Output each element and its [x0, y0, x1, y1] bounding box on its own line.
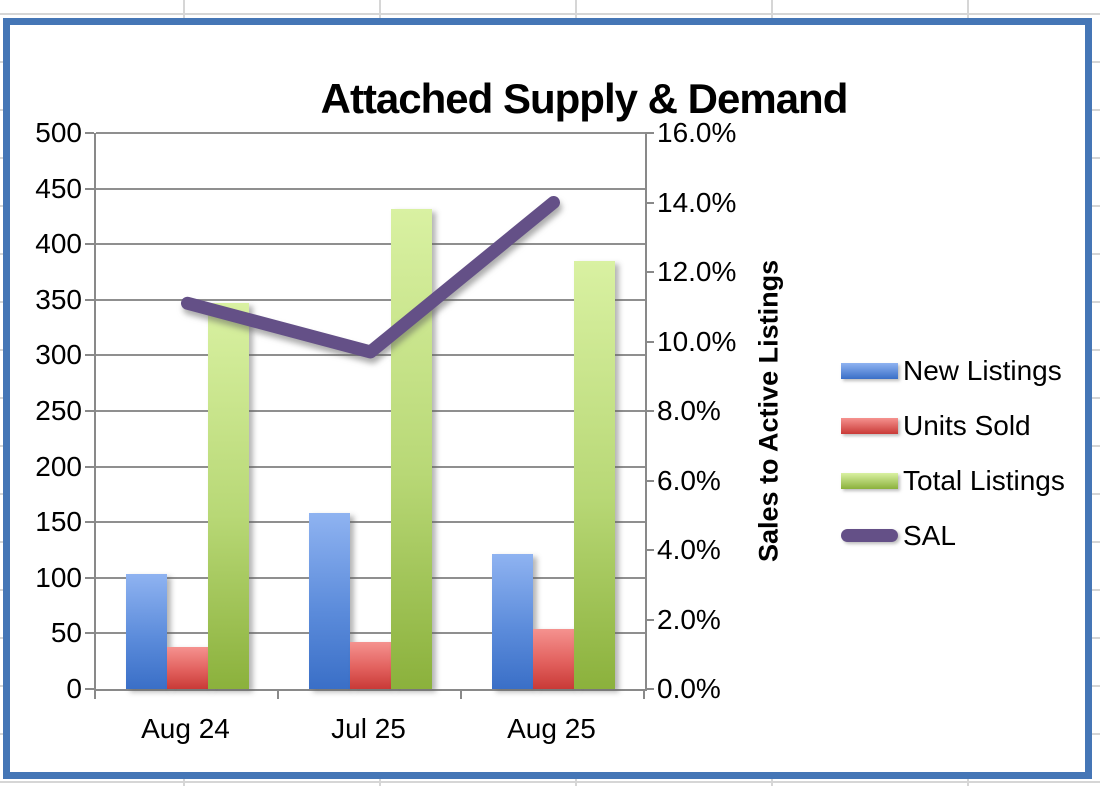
bar-new-listings-aug-25[interactable] — [492, 554, 533, 689]
gridline — [96, 632, 645, 635]
legend[interactable]: New Listings Units Sold Total Listings SAL — [841, 343, 1091, 563]
gridline — [96, 132, 645, 134]
chart-area: Attached Supply & Demand 500 450 400 350 300… — [10, 25, 1085, 772]
sal-line[interactable] — [181, 196, 560, 359]
gridline — [96, 298, 645, 301]
gridline — [96, 187, 645, 190]
y2-axis-tick-label: 0.0% — [657, 673, 721, 704]
y2-axis-tick-label: 12.0% — [657, 256, 737, 287]
bar-units-sold-jul-25[interactable] — [350, 642, 391, 689]
y-axis-tick-label: 0 — [66, 673, 82, 704]
legend-entry-units-sold[interactable]: Units Sold — [841, 398, 1091, 453]
axis-tick — [645, 479, 654, 482]
legend-label: Units Sold — [903, 409, 1031, 441]
legend-entry-sal[interactable]: SAL — [841, 508, 1091, 563]
legend-swatch-sal-icon — [841, 529, 898, 542]
bar-total-listings-aug-24[interactable] — [208, 303, 249, 689]
axis-tick — [85, 465, 94, 468]
axis-tick — [460, 689, 462, 699]
y2-axis-tick-label: 8.0% — [657, 395, 721, 426]
y-axis-tick-label: 350 — [35, 283, 82, 315]
bar-new-listings-aug-24[interactable] — [126, 574, 167, 689]
plot-area[interactable] — [94, 132, 647, 691]
x-axis-category-label-aug-25: Aug 25 — [507, 713, 596, 744]
legend-label: Total Listings — [903, 464, 1065, 496]
gridline — [96, 410, 645, 412]
sheet-gridline-h — [0, 13, 1100, 15]
y2-axis-tick-label: 14.0% — [657, 186, 737, 218]
y-axis-tick-label: 50 — [50, 617, 82, 649]
bar-total-listings-jul-25[interactable] — [391, 208, 432, 689]
y-axis-tick-label: 200 — [35, 450, 82, 482]
y2-axis-tick-label: 16.0% — [657, 117, 737, 148]
y-axis-tick-label: 500 — [35, 117, 82, 148]
legend-label: SAL — [903, 519, 956, 551]
legend-entry-total-listings[interactable]: Total Listings — [841, 453, 1091, 508]
axis-tick — [645, 201, 654, 204]
axis-tick — [85, 132, 94, 134]
axis-tick — [277, 689, 279, 699]
gridline — [96, 243, 645, 246]
axis-tick — [645, 271, 654, 273]
axis-tick — [643, 689, 645, 699]
sheet-gridline-h — [0, 781, 1100, 783]
axis-tick — [85, 688, 94, 690]
axis-tick — [85, 187, 94, 190]
y-axis-tick-label: 150 — [35, 506, 82, 538]
legend-swatch-new-listings-icon — [841, 362, 898, 379]
gridline — [96, 521, 645, 524]
legend-swatch-total-listings-icon — [841, 472, 898, 489]
y-axis-tick-label: 300 — [35, 339, 82, 371]
axis-tick — [85, 576, 94, 579]
axis-tick — [645, 618, 654, 621]
axis-tick — [645, 340, 654, 343]
axis-tick — [85, 632, 94, 635]
y-axis-tick-label: 100 — [35, 561, 82, 593]
axis-tick — [645, 410, 654, 412]
legend-swatch-units-sold-icon — [841, 417, 898, 434]
axis-tick — [85, 298, 94, 301]
y2-axis-tick-label: 2.0% — [657, 603, 721, 635]
bar-total-listings-aug-25[interactable] — [574, 260, 615, 689]
secondary-axis-title[interactable]: Sales to Active Listings — [753, 259, 784, 563]
y-axis-tick-label: 450 — [35, 172, 82, 204]
axis-tick — [645, 132, 654, 134]
legend-label: New Listings — [903, 354, 1062, 386]
y-axis-tick-label: 250 — [35, 395, 82, 426]
chart-title[interactable]: Attached Supply & Demand — [320, 75, 849, 122]
gridline — [96, 465, 645, 468]
axis-tick — [85, 521, 94, 524]
y-axis-tick-label: 400 — [35, 228, 82, 260]
x-axis-category-label-aug-24: Aug 24 — [141, 713, 230, 744]
y2-axis-tick-label: 10.0% — [657, 325, 737, 357]
x-axis-category-label-jul-25: Jul 25 — [331, 713, 406, 744]
bar-new-listings-jul-25[interactable] — [309, 513, 350, 689]
y2-axis-tick-label: 6.0% — [657, 464, 721, 496]
axis-tick — [645, 688, 654, 690]
chart-object[interactable]: Attached Supply & Demand 500 450 400 350 300… — [3, 18, 1092, 779]
gridline — [96, 576, 645, 579]
axis-tick — [94, 689, 96, 699]
axis-tick — [85, 354, 94, 357]
bar-units-sold-aug-24[interactable] — [167, 646, 208, 689]
legend-entry-new-listings[interactable]: New Listings — [841, 343, 1091, 398]
y2-axis-tick-label: 4.0% — [657, 534, 721, 565]
bar-units-sold-aug-25[interactable] — [533, 628, 574, 689]
axis-tick — [645, 549, 654, 551]
axis-tick — [85, 243, 94, 246]
axis-tick — [85, 410, 94, 412]
